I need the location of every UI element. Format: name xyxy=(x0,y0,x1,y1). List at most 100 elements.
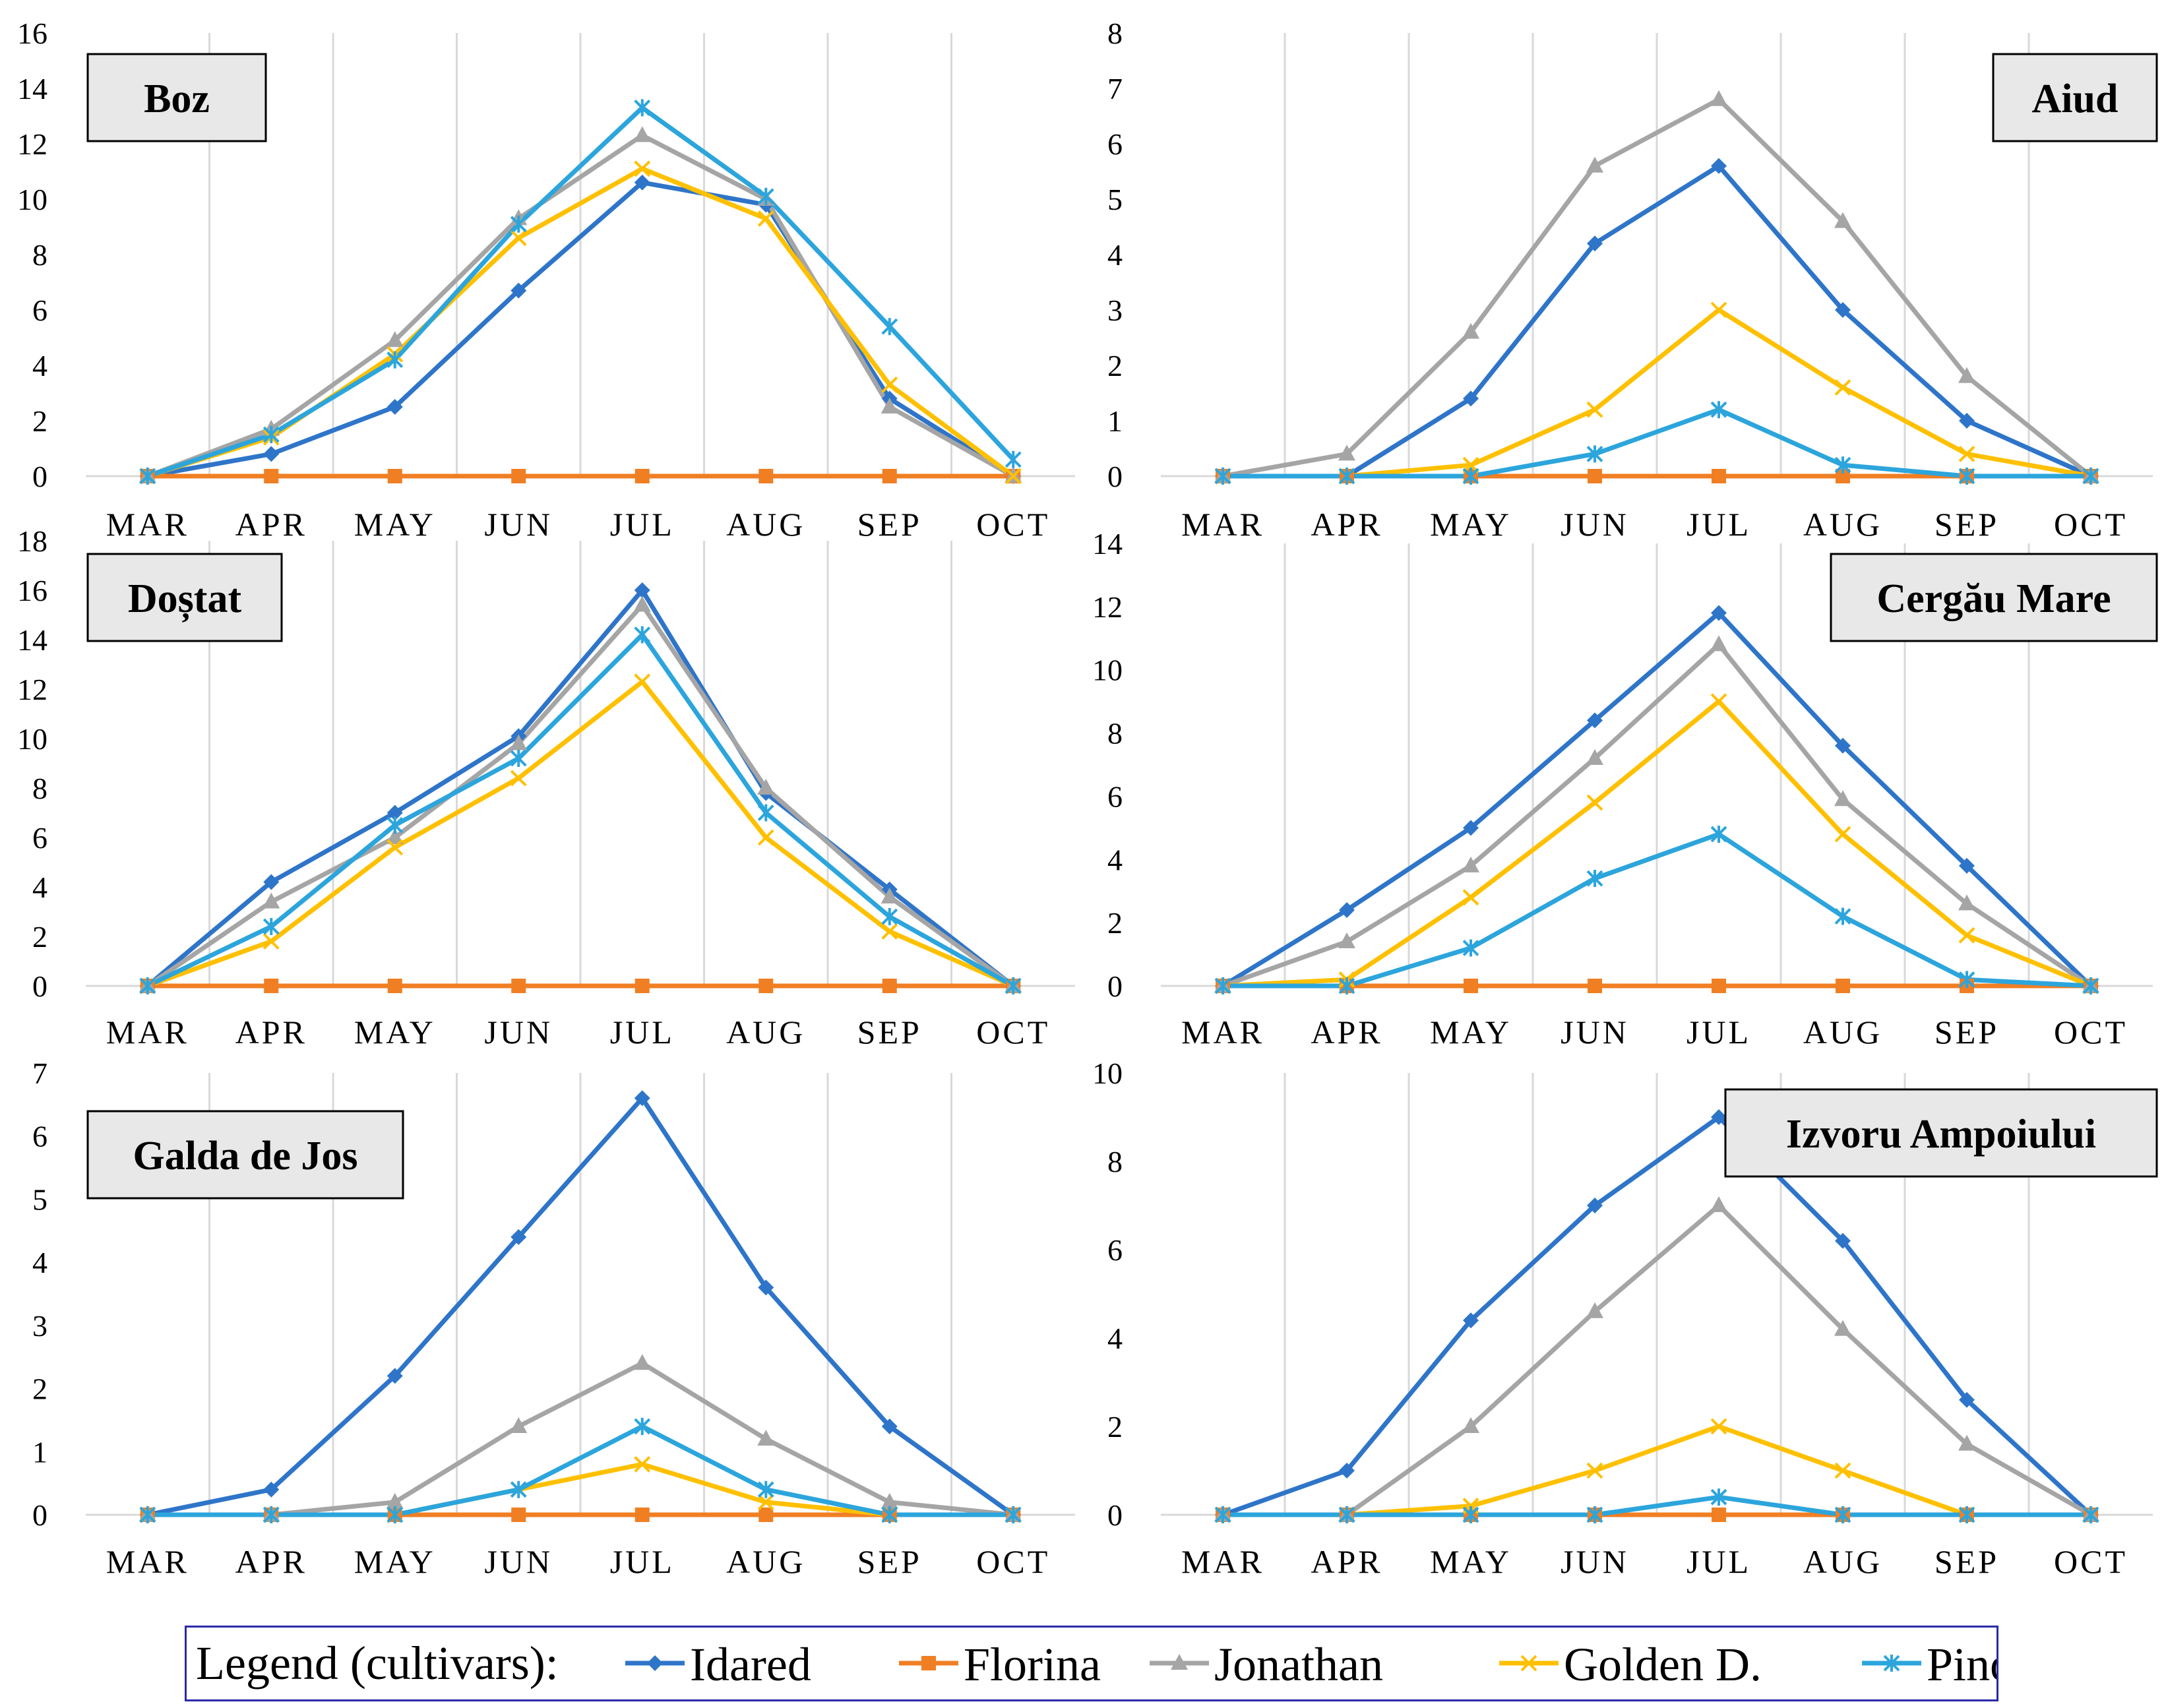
data-point xyxy=(2082,977,2099,994)
data-point xyxy=(757,829,774,846)
data-point xyxy=(1587,712,1603,729)
chart-title: Boz xyxy=(144,76,210,121)
y-tick-label: 4 xyxy=(32,1246,47,1279)
data-point xyxy=(1958,468,1975,485)
data-point xyxy=(757,779,775,795)
y-tick-label: 16 xyxy=(17,16,47,50)
x-tick-label: MAY xyxy=(1430,1014,1512,1051)
legend: Legend (cultivars): Idared Florina Jonatha… xyxy=(185,1626,1998,1701)
data-point xyxy=(263,933,280,950)
x-tick-label: APR xyxy=(1311,1543,1382,1580)
legend-item-label: Pinova xyxy=(1927,1638,1996,1691)
y-tick-label: 0 xyxy=(1107,969,1123,1003)
data-point xyxy=(1710,1488,1727,1506)
y-tick-label: 2 xyxy=(32,404,47,438)
data-point xyxy=(633,126,651,142)
data-point xyxy=(1710,825,1727,843)
data-point xyxy=(758,979,774,993)
y-tick-label: 10 xyxy=(1092,654,1123,687)
data-point xyxy=(139,977,156,994)
x-tick-label: APR xyxy=(1311,506,1382,543)
chart-title-box xyxy=(86,1110,404,1200)
y-tick-label: 3 xyxy=(32,1309,47,1343)
data-point xyxy=(1462,1417,1479,1433)
data-point xyxy=(387,1506,404,1523)
x-tick-label: OCT xyxy=(2054,506,2128,543)
y-tick-label: 2 xyxy=(32,1372,47,1406)
data-point xyxy=(1586,870,1603,888)
y-tick-label: 6 xyxy=(1107,1233,1123,1267)
data-point xyxy=(1586,748,1603,765)
data-point xyxy=(1834,907,1851,925)
data-point xyxy=(387,805,403,821)
data-point xyxy=(510,770,527,787)
y-tick-label: 4 xyxy=(32,870,47,904)
data-point xyxy=(1586,401,1603,418)
data-point xyxy=(1958,971,1975,989)
data-point xyxy=(634,626,651,644)
chart-title-box xyxy=(1992,53,2158,142)
data-point xyxy=(633,595,651,612)
y-tick-label: 12 xyxy=(17,127,47,161)
x-tick-label: JUL xyxy=(1686,1543,1751,1580)
data-point xyxy=(1834,212,1851,228)
legend-item-florina: Florina xyxy=(899,1638,1101,1691)
data-point xyxy=(263,1481,280,1498)
data-point xyxy=(1464,979,1478,993)
data-point xyxy=(387,469,402,483)
data-point xyxy=(1959,857,1975,874)
data-point xyxy=(263,446,280,462)
y-tick-label: 8 xyxy=(1107,717,1123,750)
data-point xyxy=(1958,1434,1975,1451)
series-line-pinova xyxy=(1220,407,2093,479)
y-tick-label: 4 xyxy=(32,349,47,382)
data-point xyxy=(1586,1462,1603,1479)
x-tick-label: AUG xyxy=(1803,1543,1882,1580)
data-point xyxy=(881,1506,898,1523)
data-point xyxy=(634,469,650,483)
y-tick-label: 7 xyxy=(32,1056,47,1090)
data-point xyxy=(511,979,526,993)
series-line-jonathan xyxy=(145,603,1016,989)
data-point xyxy=(1463,390,1479,407)
data-point xyxy=(387,839,404,856)
data-point xyxy=(757,1494,774,1511)
y-tick-label: 7 xyxy=(1107,72,1123,106)
y-tick-label: 6 xyxy=(32,293,47,327)
x-tick-label: MAR xyxy=(1181,506,1264,543)
x-tick-label: MAR xyxy=(106,1014,189,1051)
chart-title-box xyxy=(86,553,283,642)
data-point xyxy=(1710,1418,1727,1435)
data-point xyxy=(386,828,404,844)
data-point xyxy=(881,1418,898,1434)
data-point xyxy=(1586,794,1603,811)
data-point xyxy=(1005,468,1022,485)
data-point xyxy=(1463,820,1479,836)
data-point xyxy=(510,1417,528,1433)
data-point xyxy=(1712,469,1726,483)
y-tick-label: 18 xyxy=(17,524,47,558)
y-tick-label: 8 xyxy=(1107,1145,1123,1178)
data-point xyxy=(758,1279,774,1296)
chart-title: Cergău Mare xyxy=(1876,576,2111,621)
chart-title-box xyxy=(86,53,267,142)
data-point xyxy=(1338,468,1355,485)
data-point xyxy=(634,582,650,598)
data-point xyxy=(1338,444,1355,461)
data-point xyxy=(1959,1391,1975,1408)
data-point xyxy=(1586,1302,1603,1318)
chart-title: Izvoru Ampoiului xyxy=(1786,1112,2096,1157)
y-tick-label: 0 xyxy=(1107,1498,1123,1532)
x-tick-label: MAY xyxy=(354,1014,436,1051)
data-point xyxy=(633,1354,651,1370)
x-tick-label: MAR xyxy=(106,506,189,543)
series-line-golden-d xyxy=(145,679,1016,989)
data-point xyxy=(263,892,280,909)
data-point xyxy=(1462,322,1479,339)
data-point xyxy=(510,215,527,233)
x-tick-label: OCT xyxy=(2054,1014,2128,1051)
legend-items: Legend (cultivars): Idared Florina Jonatha… xyxy=(196,1637,1996,1691)
legend-marker xyxy=(1520,1655,1537,1672)
data-point xyxy=(387,816,404,834)
data-point xyxy=(1462,856,1479,872)
